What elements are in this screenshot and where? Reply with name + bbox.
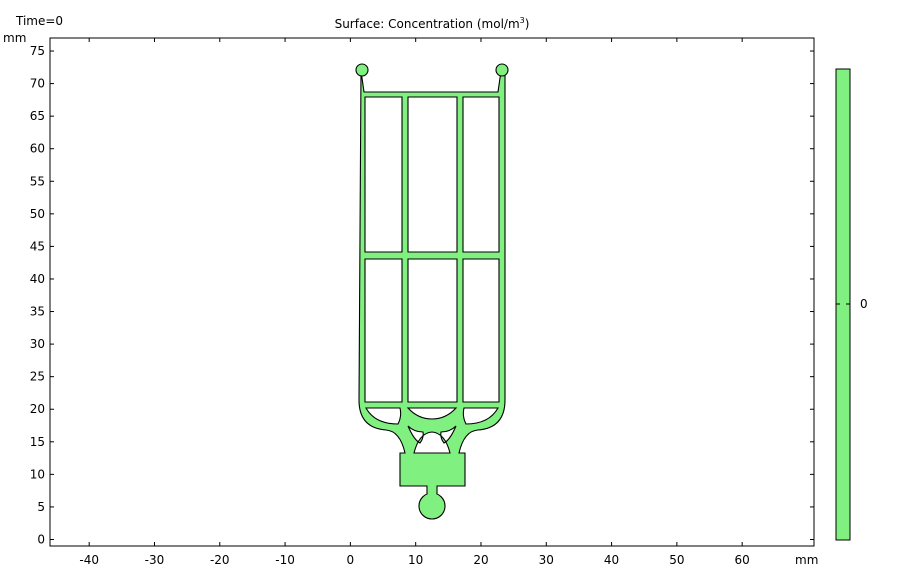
x-tick-label: -40 <box>79 553 99 567</box>
y-tick-label: 70 <box>30 77 45 91</box>
x-tick-label: 30 <box>539 553 554 567</box>
y-tick-label: 75 <box>30 44 45 58</box>
x-tick-label: 40 <box>604 553 619 567</box>
x-tick-label: -20 <box>210 553 230 567</box>
time-label: Time=0 <box>15 14 63 28</box>
microfluidic-geometry <box>355 63 509 520</box>
title-sup: 3 <box>520 16 525 25</box>
x-tick-label: -10 <box>275 553 295 567</box>
y-tick-label: 40 <box>30 272 45 286</box>
inlet-left <box>355 63 369 77</box>
title-suffix: ) <box>525 17 530 31</box>
y-tick-label: 10 <box>30 467 45 481</box>
y-tick-label: 55 <box>30 174 45 188</box>
x-tick-label: 10 <box>408 553 423 567</box>
outlet-reservoir <box>418 492 446 520</box>
x-tick-label: 0 <box>347 553 355 567</box>
y-tick-label: 50 <box>30 207 45 221</box>
y-tick-label: 15 <box>30 435 45 449</box>
title-prefix: Surface: Concentration (mol/m <box>335 17 520 31</box>
x-tick-label: 50 <box>669 553 684 567</box>
x-tick-label: -30 <box>145 553 165 567</box>
axis-ticks: -40 -30 -20 -10 0 10 20 30 40 50 60 0 5 10 15 20 25 30 35 4… <box>30 38 814 567</box>
plot-frame <box>49 37 815 547</box>
x-tick-label: 20 <box>473 553 488 567</box>
y-tick-label: 20 <box>30 402 45 416</box>
y-tick-label: 45 <box>30 239 45 253</box>
y-tick-label: 65 <box>30 109 45 123</box>
x-unit-label: mm <box>795 553 818 567</box>
colorbar: 0 <box>835 68 868 541</box>
chart-title: Surface: Concentration (mol/m3) <box>335 16 530 31</box>
y-tick-label: 60 <box>30 142 45 156</box>
x-tick-label: 60 <box>735 553 750 567</box>
y-tick-label: 25 <box>30 370 45 384</box>
y-tick-label: 30 <box>30 337 45 351</box>
outlet-neck <box>427 484 437 496</box>
channel-network <box>358 70 506 494</box>
y-tick-label: 0 <box>37 532 45 546</box>
y-unit-label: mm <box>3 31 26 45</box>
colorbar-tick-label: 0 <box>860 297 868 311</box>
y-tick-label: 35 <box>30 305 45 319</box>
y-tick-label: 5 <box>37 500 45 514</box>
inlet-right <box>495 63 509 77</box>
